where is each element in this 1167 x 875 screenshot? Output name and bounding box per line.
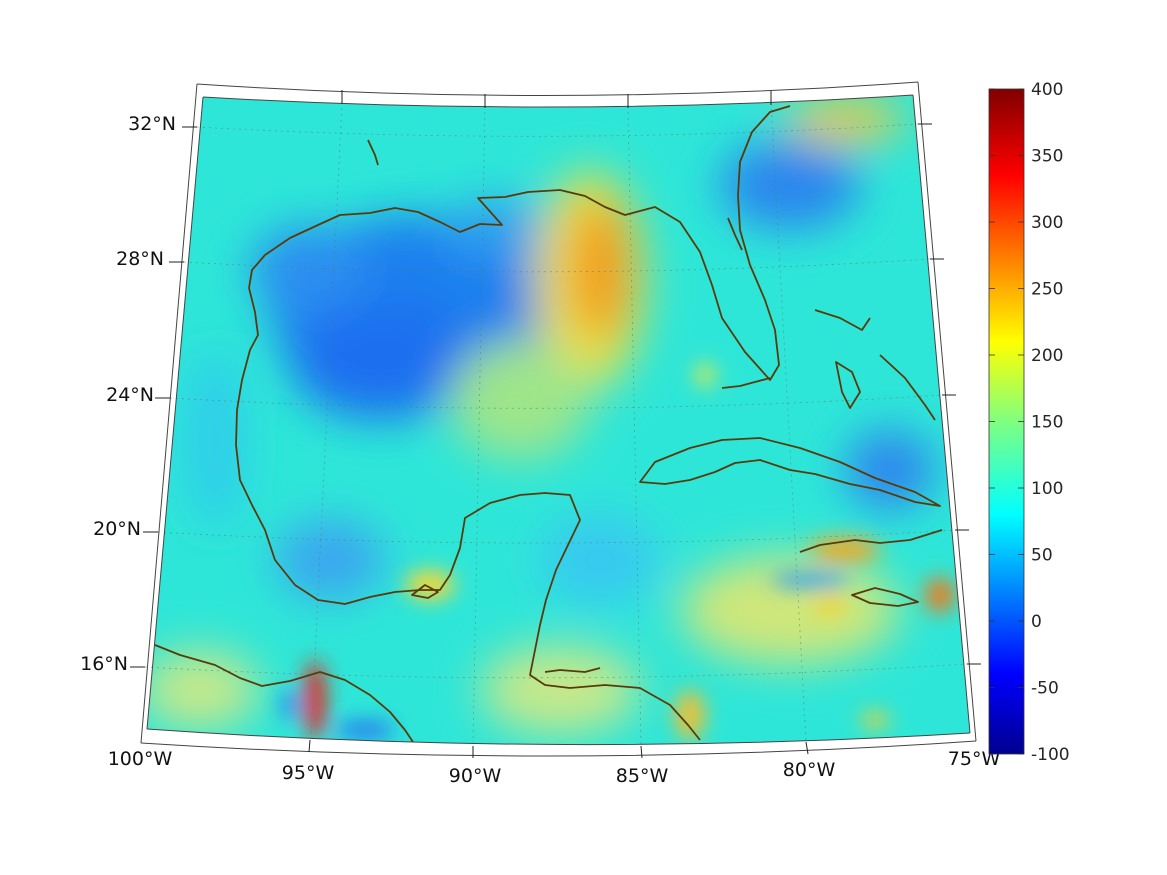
map-frame: [140, 81, 977, 757]
lon-label-80w: 80°W: [783, 759, 836, 781]
coastline-small-island-2: [727, 217, 743, 251]
coastline-jamaica: [851, 587, 919, 607]
lon-label-75w: 75°W: [948, 748, 1001, 770]
heatmap-field: [147, 95, 970, 745]
lon-label-90w: 90°W: [449, 765, 502, 787]
lat-label-28n: 28°N: [116, 248, 164, 270]
coastline-bahamas-north: [814, 309, 871, 331]
colorbar-label: 50: [1031, 546, 1053, 566]
lon-label-100w: 100°W: [108, 748, 173, 770]
colorbar-label: -100: [1031, 745, 1070, 765]
coastline-central-america-pacific: [154, 644, 416, 745]
coastline-cozumel: [411, 584, 439, 599]
coastline-cuba: [639, 437, 941, 507]
parallel-32n: [196, 123, 919, 137]
coastline-hispaniola: [799, 529, 943, 553]
coastline-gulf-coast: [248, 105, 791, 381]
lon-label-95w: 95°W: [282, 762, 335, 784]
colorbar-label: 300: [1031, 213, 1063, 233]
colorbar-ticks: [989, 88, 1024, 755]
colorbar-label: 350: [1031, 147, 1063, 167]
colorbar-label: -50: [1031, 679, 1059, 699]
colorbar-label: 200: [1031, 346, 1063, 366]
meridian-90w: [472, 105, 486, 746]
lat-label-16n: 16°N: [80, 653, 128, 675]
tick-marks: [130, 90, 981, 759]
parallel-20n: [157, 529, 956, 544]
colorbar-label: 100: [1031, 479, 1063, 499]
colorbar-label: 0: [1031, 612, 1042, 632]
colorbar-label: 250: [1031, 280, 1063, 300]
lon-labels: 100°W 95°W 90°W 85°W 80°W 75°W: [108, 748, 1001, 787]
colorbar: 400 350 300 250 200 150 100 50 0 -50 -100: [988, 80, 1070, 765]
coastline-bahamas-andros: [835, 361, 861, 409]
coastline-bahamas-east: [879, 354, 936, 421]
colorbar-labels: 400 350 300 250 200 150 100 50 0 -50 -100: [1031, 80, 1070, 765]
lat-label-32n: 32°N: [128, 113, 176, 135]
meridian-95w: [310, 101, 343, 740]
lon-label-85w: 85°W: [616, 765, 669, 787]
lat-label-24n: 24°N: [106, 384, 154, 406]
coastline-florida-keys: [721, 377, 771, 389]
lat-labels: 32°N 28°N 24°N 20°N 16°N: [80, 113, 176, 675]
coastlines: [154, 105, 943, 745]
lat-label-20n: 20°N: [93, 518, 141, 540]
colorbar-label: 150: [1031, 413, 1063, 433]
graticule: [144, 101, 968, 746]
coastline-mexico-west: [235, 287, 701, 741]
coastline-small-island-1: [367, 139, 379, 166]
meridian-80w: [770, 102, 807, 742]
meridian-85w: [627, 105, 642, 746]
coastline-honduras-islands: [544, 667, 601, 673]
colorbar-label: 400: [1031, 80, 1063, 100]
parallel-28n: [183, 258, 931, 273]
